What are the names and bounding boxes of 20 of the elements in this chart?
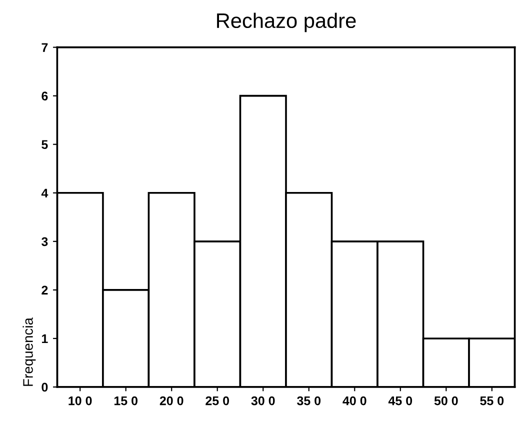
y-tick-label: 4 — [41, 188, 48, 198]
x-tick-label: 25 0 — [206, 396, 230, 406]
y-tick-label: 2 — [42, 286, 48, 294]
y-tick-label: 5 — [42, 140, 48, 150]
x-tick-label: 50 0 — [434, 396, 458, 406]
x-tick-label: 30 0 — [251, 396, 275, 406]
y-tick-label: 6 — [42, 92, 48, 100]
y-tick-label: 0 — [42, 382, 48, 392]
x-tick-label: 15 0 — [114, 396, 138, 406]
y-tick-label: 7 — [42, 43, 48, 52]
x-tick-label: 20 0 — [160, 396, 184, 406]
y-tick-label: 1 — [42, 334, 48, 343]
x-tick-label: 10 0 — [68, 396, 92, 406]
x-tick-label: 55 0 — [480, 396, 504, 406]
y-tick-label: 3 — [42, 237, 48, 246]
x-tick-label: 45 0 — [388, 396, 412, 406]
x-tick-label: 35 0 — [297, 396, 321, 406]
x-tick-label: 40 0 — [342, 396, 366, 406]
chart-title: Rechazo padre — [217, 12, 356, 32]
y-axis-title: Frequencia — [22, 318, 36, 386]
